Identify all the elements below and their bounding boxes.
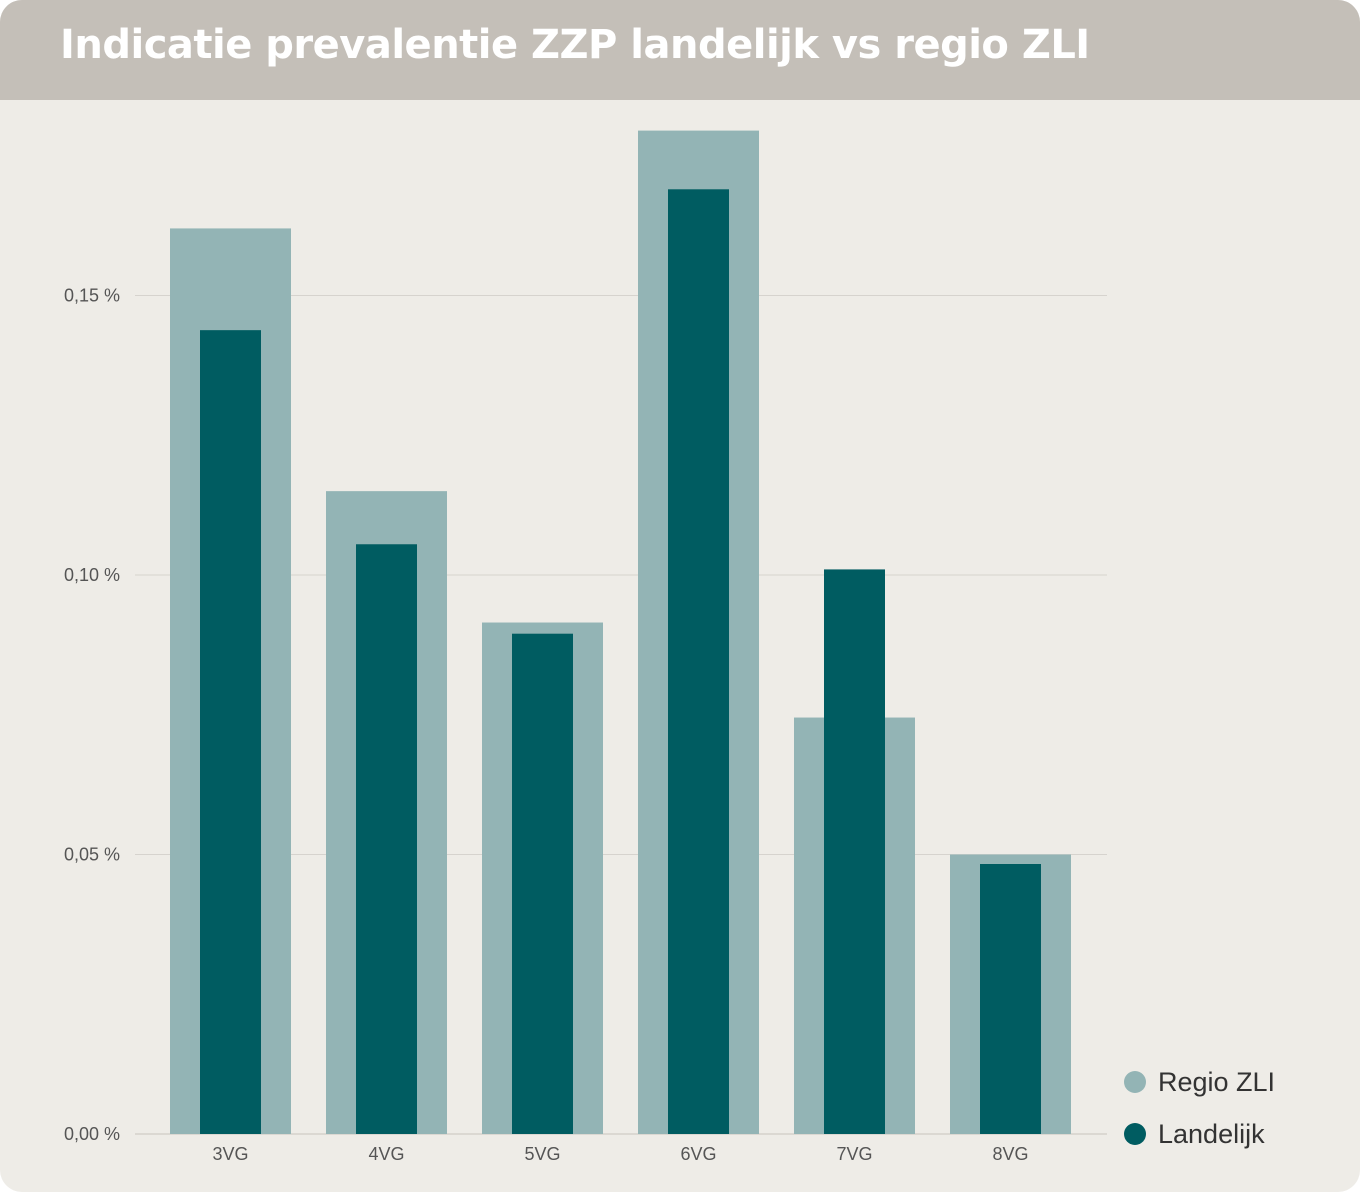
y-tick-label: 0,10 %	[64, 565, 120, 585]
x-tick-label: 3VG	[212, 1144, 248, 1164]
bar-landelijk-3vg	[200, 330, 261, 1135]
chart-title: Indicatie prevalentie ZZP landelijk vs r…	[60, 22, 1090, 68]
y-tick-label: 0,00 %	[64, 1124, 120, 1144]
bar-landelijk-4vg	[356, 544, 417, 1134]
bar-landelijk-5vg	[512, 633, 573, 1134]
bar-landelijk-6vg	[668, 189, 729, 1135]
y-tick-label: 0,15 %	[64, 286, 120, 306]
x-tick-label: 8VG	[992, 1144, 1028, 1164]
legend-label-landelijk: Landelijk	[1158, 1118, 1265, 1149]
legend-item-landelijk: Landelijk	[1124, 1108, 1275, 1160]
x-tick-label: 7VG	[836, 1144, 872, 1164]
legend-item-regio: Regio ZLI	[1124, 1056, 1275, 1108]
bar-landelijk-7vg	[824, 569, 885, 1134]
x-tick-label: 6VG	[680, 1144, 716, 1164]
x-tick-label: 5VG	[524, 1144, 560, 1164]
legend-label-regio: Regio ZLI	[1158, 1066, 1276, 1097]
title-bar: Indicatie prevalentie ZZP landelijk vs r…	[0, 0, 1360, 100]
x-tick-label: 4VG	[368, 1144, 404, 1164]
bar-landelijk-8vg	[980, 864, 1041, 1134]
legend-swatch-regio	[1124, 1071, 1146, 1093]
legend-swatch-landelijk	[1124, 1123, 1146, 1145]
y-tick-label: 0,05 %	[64, 845, 120, 865]
legend: Regio ZLI Landelijk	[1124, 1056, 1275, 1160]
